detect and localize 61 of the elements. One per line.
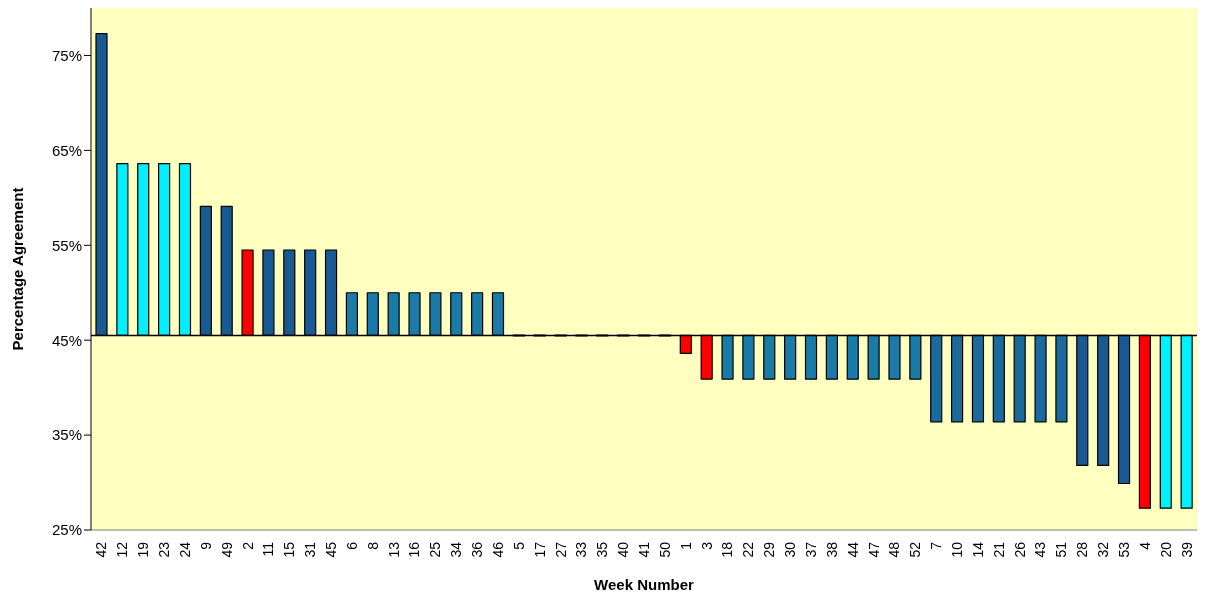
x-tick-label: 28 [1074, 541, 1091, 558]
x-tick-label: 17 [531, 541, 548, 558]
x-tick-label: 3 [698, 541, 715, 550]
y-tick-label: 25% [51, 521, 82, 539]
x-tick-label: 27 [552, 541, 569, 558]
y-axis-title: Percentage Agreement [9, 187, 27, 351]
x-tick-label: 20 [1157, 541, 1174, 558]
x-tick-label: 50 [656, 541, 673, 558]
x-tick-label: 53 [1115, 541, 1132, 558]
x-tick-label: 39 [1178, 541, 1195, 558]
x-tick-label: 47 [865, 541, 882, 558]
x-axis-title: Week Number [594, 576, 695, 592]
x-tick-label: 25 [427, 541, 444, 558]
x-tick-label: 22 [740, 541, 757, 558]
x-tick-label: 1 [677, 541, 694, 550]
x-tick-label: 23 [156, 541, 173, 558]
x-tick-label: 32 [1095, 541, 1112, 558]
x-tick-label: 38 [823, 541, 840, 558]
x-tick-label: 13 [385, 541, 402, 558]
x-tick-label: 14 [969, 541, 986, 558]
x-tick-label: 37 [802, 541, 819, 558]
x-tick-label: 33 [573, 541, 590, 558]
x-tick-label: 4 [1136, 541, 1153, 550]
x-tick-label: 52 [907, 541, 924, 558]
x-tick-label: 42 [93, 541, 110, 558]
y-tick-label: 55% [51, 236, 82, 254]
x-tick-label: 19 [135, 541, 152, 558]
x-tick-label: 48 [886, 541, 903, 558]
x-tick-label: 5 [510, 541, 527, 550]
y-tick-label: 75% [51, 46, 82, 64]
x-tick-label: 8 [364, 541, 381, 550]
x-tick-label: 11 [260, 541, 277, 557]
x-tick-label: 43 [1032, 541, 1049, 558]
x-tick-label: 21 [990, 541, 1007, 558]
x-tick-label: 40 [615, 541, 632, 558]
x-tick-label: 45 [322, 541, 339, 558]
x-tick-label: 18 [719, 541, 736, 558]
x-tick-label: 34 [448, 541, 465, 558]
x-tick-label: 16 [406, 541, 423, 558]
x-tick-label: 2 [239, 541, 256, 550]
x-tick-label: 26 [1011, 541, 1028, 558]
x-tick-label: 10 [949, 541, 966, 558]
x-tick-label: 15 [281, 541, 298, 558]
y-tick-label: 35% [51, 426, 82, 444]
x-tick-label: 46 [489, 541, 506, 558]
x-tick-label: 36 [469, 541, 486, 558]
x-tick-label: 12 [114, 541, 131, 558]
x-tick-label: 41 [636, 541, 652, 558]
x-tick-label: 24 [176, 541, 193, 558]
y-tick-label: 45% [51, 331, 82, 349]
x-tick-label: 29 [761, 541, 778, 558]
x-tick-label: 9 [197, 541, 214, 550]
x-tick-label: 7 [928, 541, 945, 550]
y-tick-label: 65% [51, 141, 82, 159]
x-tick-label: 44 [844, 541, 861, 558]
x-tick-label: 31 [302, 541, 319, 558]
x-tick-label: 51 [1053, 541, 1070, 558]
x-tick-label: 35 [594, 541, 611, 558]
x-tick-label: 6 [343, 541, 360, 550]
x-tick-label: 30 [782, 541, 799, 558]
x-tick-label: 49 [218, 541, 235, 558]
